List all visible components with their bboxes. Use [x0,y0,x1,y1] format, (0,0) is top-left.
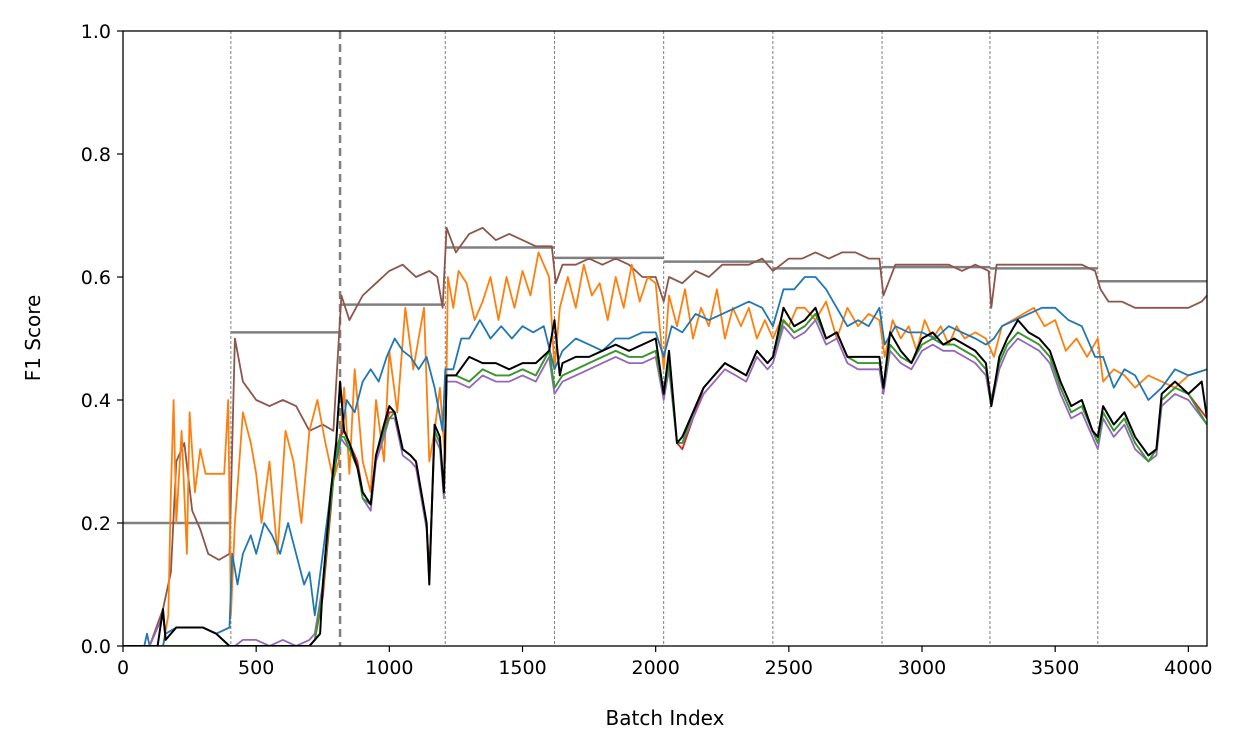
series-line-0 [123,226,1207,646]
series-line-2 [123,276,1207,646]
series-line-6 [123,306,1207,646]
y-tick-label-1: 0.2 [81,513,111,535]
plot-area [123,31,1207,646]
x-tick-label-5: 2500 [765,657,813,679]
x-tick-label-2: 1000 [365,657,413,679]
y-tick-label-4: 0.8 [81,144,111,166]
x-tick-label-1: 500 [238,657,274,679]
x-tick-label-7: 3500 [1031,657,1079,679]
plot-content [123,31,1207,646]
y-tick-label-5: 1.0 [81,21,111,43]
y-tick-label-0: 0.0 [81,636,111,658]
y-tick-label-3: 0.6 [81,267,111,289]
axes-frame [122,30,1208,647]
x-tick-label-4: 2000 [631,657,679,679]
x-tick-label-0: 0 [117,657,129,679]
axes: 0 500 1000 1500 2000 2500 3000 3500 4000 0.0 0.2 0.… [81,21,1213,679]
x-tick-label-8: 4000 [1164,657,1212,679]
y-tick-label-2: 0.4 [81,390,111,412]
x-axis-title: Batch Index [606,706,725,730]
y-axis-title: F1 Score [21,295,45,382]
x-tick-label-3: 1500 [498,657,546,679]
x-tick-label-6: 3000 [898,657,946,679]
